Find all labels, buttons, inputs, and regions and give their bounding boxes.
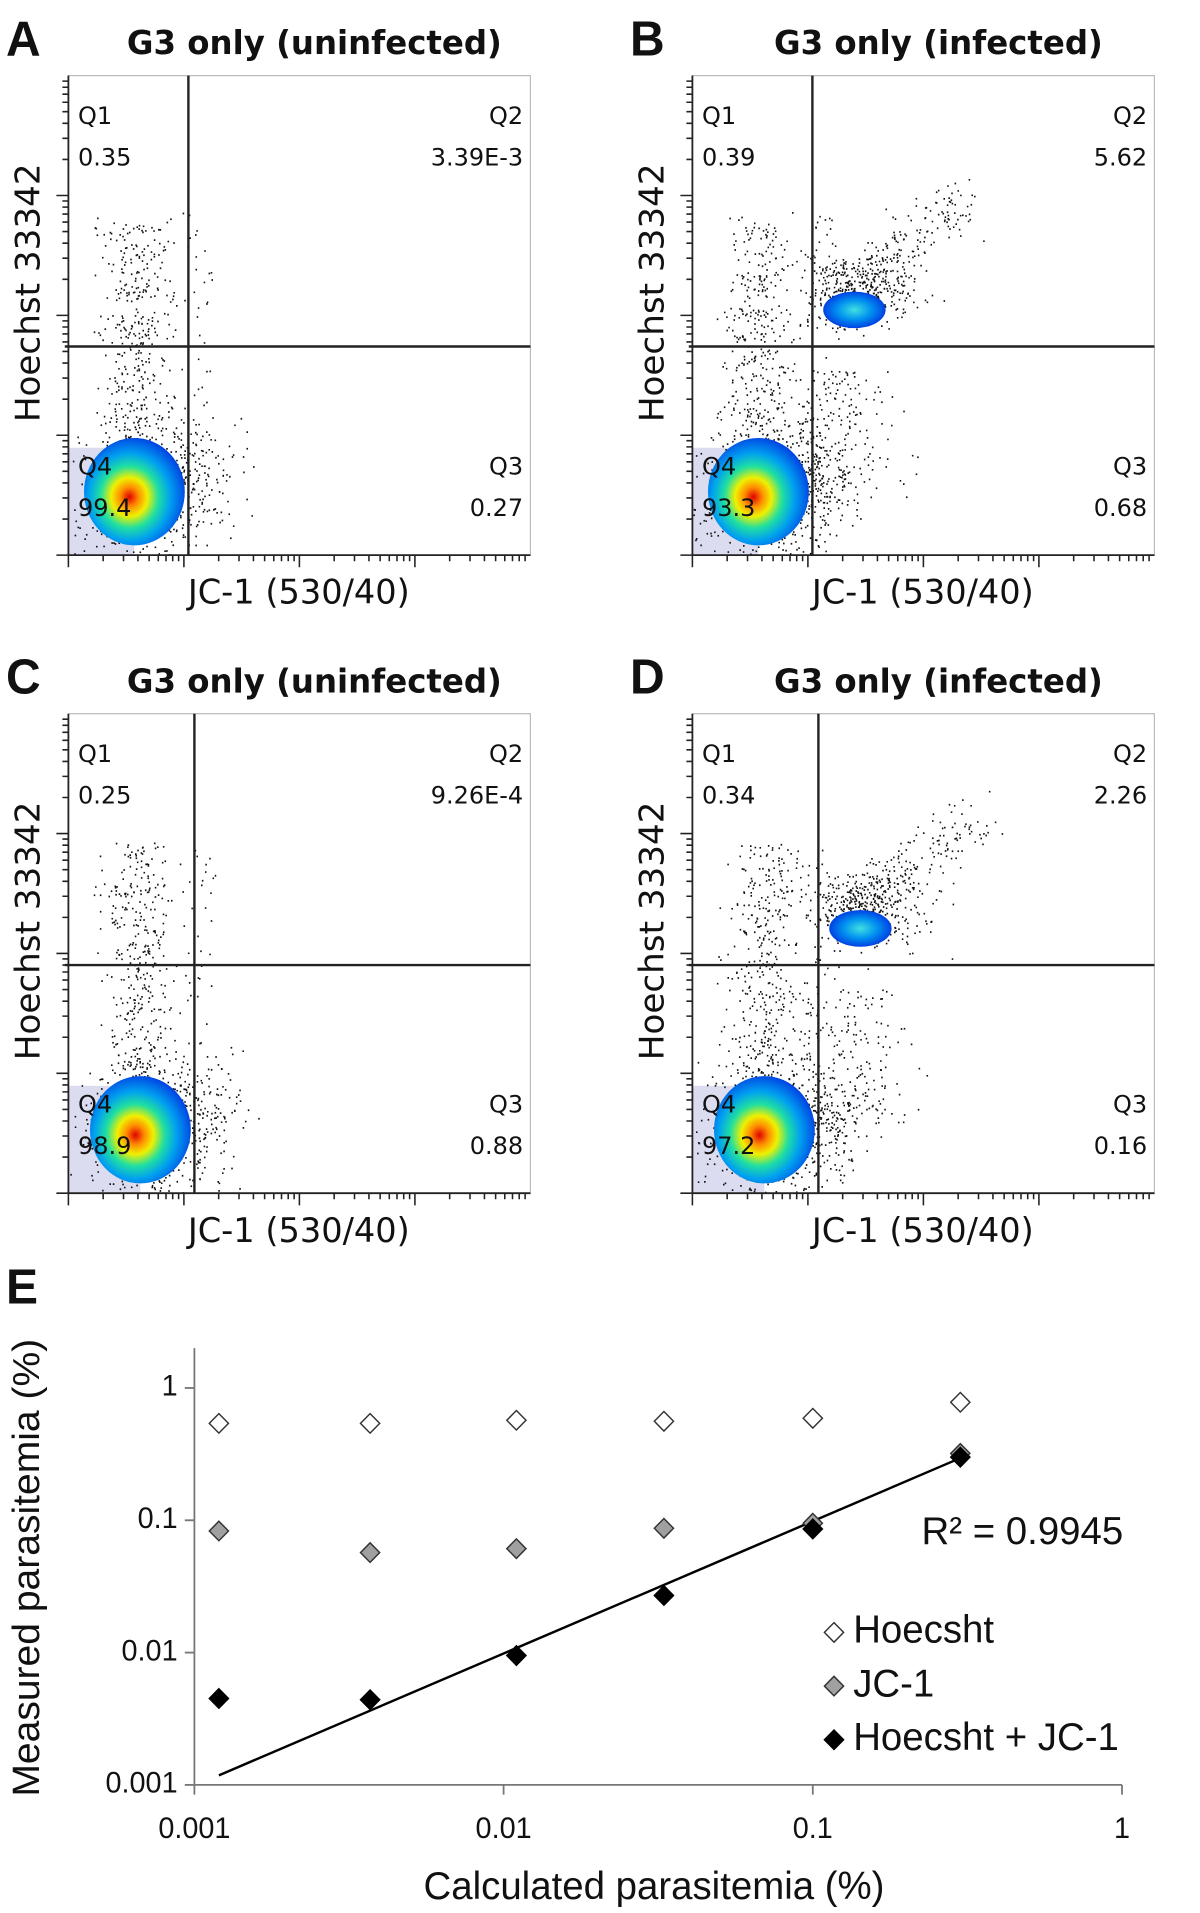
quadrant-name: Q2 [1113,102,1147,130]
quadrant-name: Q4 [702,1090,736,1118]
flow-panel: A G3 only (uninfected) Q1 0.35 Q2 3.39E-3 Q3 0.… [6,12,531,612]
quadrant-name: Q3 [489,452,523,480]
quadrant-name: Q1 [78,740,112,768]
axis-ticks [680,80,1150,568]
point [505,1409,528,1432]
quadrant-value: 0.25 [78,782,131,810]
panel-title: G3 only (infected) [774,662,1103,700]
quadrant-name: Q3 [1113,452,1147,480]
y-tick-label: 0.01 [122,1635,178,1667]
annotation: R² = 0.9945 [922,1510,1124,1553]
x-axis-label: Calculated parasitemia (%) [424,1865,885,1908]
quadrant-name: Q1 [702,102,736,130]
panel-letter: C [6,650,41,704]
point [949,1391,971,1414]
point [208,1412,230,1435]
panel-letter: E [6,1260,38,1314]
panel-title: G3 only (infected) [774,24,1103,62]
quadrant-value: 93.3 [702,494,755,522]
point [359,1412,381,1435]
point [208,1687,230,1710]
trendline [218,1456,961,1777]
quadrant-name: Q4 [702,452,736,480]
quadrant-name: Q1 [78,102,112,130]
quadrant-value: 0.35 [78,143,131,171]
point [505,1537,528,1560]
legend-label: JC-1 [853,1662,934,1705]
legend-marker [823,1728,845,1751]
y-axis-label: Hoechst 33342 [633,163,672,422]
quadrant-value: 0.34 [702,782,755,810]
quadrant-name: Q4 [78,452,112,480]
quadrant-value: 2.26 [1094,782,1147,810]
density-core [90,1076,191,1184]
x-tick-label: 0.01 [476,1813,532,1845]
density-q2 [823,291,886,329]
y-tick-label: 0.001 [106,1767,178,1799]
y-axis-label: Hoechst 33342 [9,802,48,1061]
legend-label: Hoecsht + JC-1 [853,1716,1119,1759]
quadrant-value: 0.39 [702,143,755,171]
quadrant-name: Q2 [489,102,523,130]
quadrant-name: Q3 [1113,1090,1147,1118]
quadrant-value: 9.26E-4 [431,782,523,810]
quadrant-name: Q2 [1113,740,1147,768]
x-tick-label: 0.001 [158,1813,230,1845]
axis-ticks [56,718,526,1206]
point [208,1520,230,1542]
quadrant-value: 0.68 [1094,494,1147,522]
quadrant-name: Q1 [702,740,736,768]
x-tick-label: 0.1 [793,1813,833,1845]
x-axis-label: JC-1 (530/40) [810,572,1034,611]
panel-title: G3 only (uninfected) [127,24,502,62]
density-core [84,437,185,546]
x-axis-label: JC-1 (530/40) [810,1211,1034,1250]
y-tick-label: 0.1 [138,1503,178,1535]
quadrant-name: Q4 [78,1090,112,1118]
y-axis-label: Measured parasitemia (%) [5,1339,48,1797]
x-axis-label: JC-1 (530/40) [186,1211,410,1250]
legend-marker [823,1675,845,1697]
point [653,1517,675,1540]
quadrant-value: 0.88 [470,1132,523,1160]
density-q2 [829,910,892,947]
quadrant-value: 0.16 [1094,1132,1147,1160]
quadrant-value: 97.2 [702,1132,755,1160]
point [359,1541,381,1564]
axis-ticks [56,80,526,568]
panel-letter: A [6,12,41,66]
panel-title: G3 only (uninfected) [127,662,502,700]
point [802,1407,824,1430]
quadrant-name: Q3 [489,1090,523,1118]
point [359,1688,381,1711]
y-axis-label: Hoechst 33342 [633,802,672,1061]
point [802,1518,824,1540]
density-core [714,1076,815,1184]
flow-panel: C G3 only (uninfected) Q1 0.25 Q2 9.26E-4 Q3 0.… [6,650,531,1250]
y-axis-label: Hoechst 33342 [9,163,48,422]
quadrant-name: Q2 [489,740,523,768]
point [949,1446,971,1468]
y-tick-label: 1 [162,1370,178,1402]
quadrant-value: 99.4 [78,494,131,522]
density-core [708,437,809,546]
quadrant-value: 5.62 [1094,143,1147,171]
quadrant-value: 0.27 [470,494,523,522]
panel-letter: D [630,650,665,704]
axis-ticks [680,718,1150,1206]
flow-panel: B G3 only (infected) Q1 0.39 Q2 5.62 Q3 0.68 Q4 9… [630,12,1155,612]
x-axis-label: JC-1 (530/40) [186,572,410,611]
point [505,1644,528,1667]
x-tick-label: 1 [1114,1813,1130,1845]
quadrant-value: 3.39E-3 [431,143,523,171]
flow-panel: D G3 only (infected) Q1 0.34 Q2 2.26 Q3 0.16 Q4 9… [630,650,1155,1250]
panel-letter: B [630,12,665,66]
legend-marker [823,1621,845,1644]
quadrant-value: 98.9 [78,1132,131,1160]
point [653,1410,675,1433]
legend-label: Hoecsht [853,1608,994,1651]
point [653,1584,675,1607]
